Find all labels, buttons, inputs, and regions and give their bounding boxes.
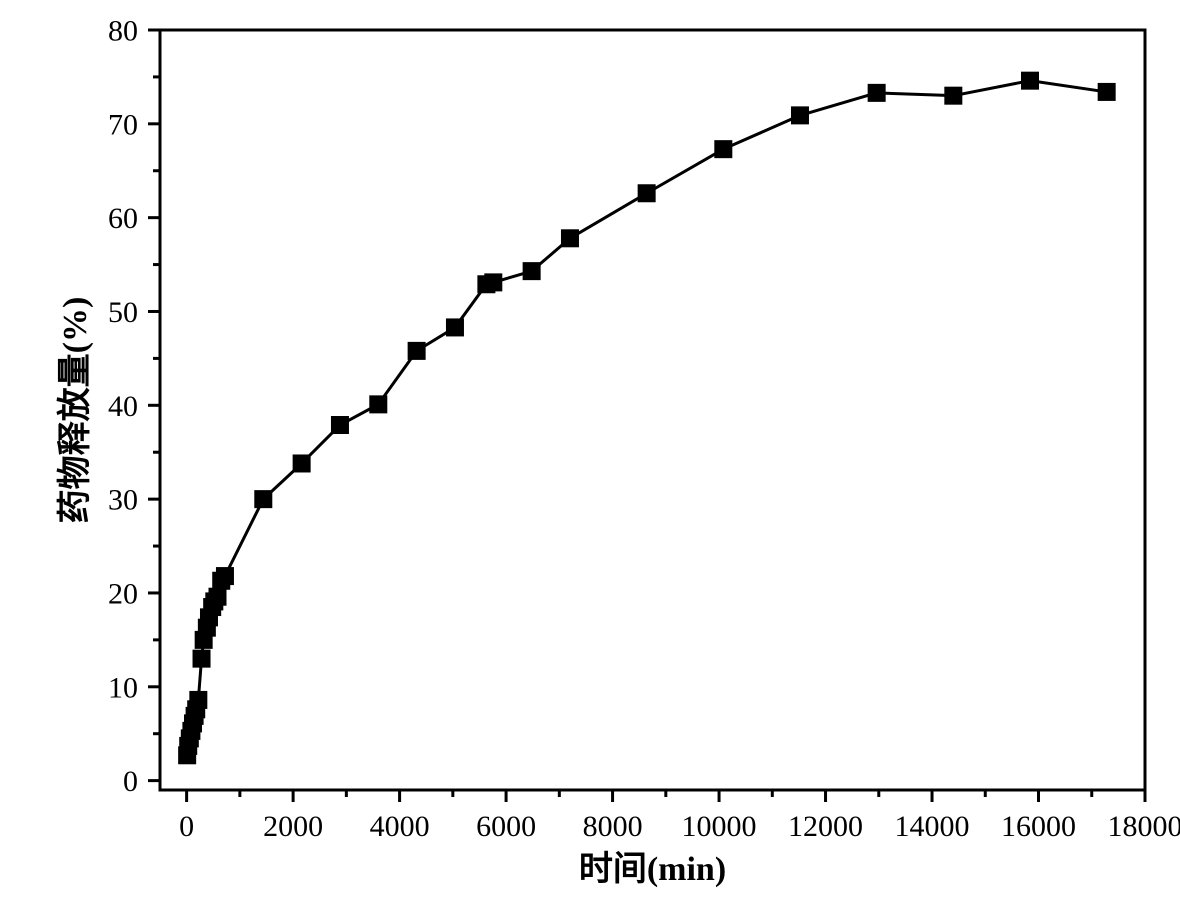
y-tick-label: 30: [108, 484, 138, 517]
y-tick-label: 70: [108, 108, 138, 141]
data-marker: [485, 274, 502, 291]
data-marker: [1098, 83, 1115, 100]
x-tick-label: 12000: [788, 810, 863, 843]
y-tick-label: 10: [108, 671, 138, 704]
data-marker: [523, 263, 540, 280]
x-tick-label: 10000: [682, 810, 757, 843]
x-tick-label: 8000: [583, 810, 643, 843]
data-marker: [1021, 72, 1038, 89]
data-marker: [945, 87, 962, 104]
data-marker: [255, 491, 272, 508]
data-marker: [715, 141, 732, 158]
data-marker: [791, 107, 808, 124]
y-tick-label: 50: [108, 296, 138, 329]
data-marker: [408, 342, 425, 359]
y-tick-label: 0: [123, 765, 138, 798]
data-marker: [561, 230, 578, 247]
y-axis-label: 药物释放量(%): [56, 297, 94, 524]
data-marker: [216, 568, 233, 585]
x-tick-label: 2000: [263, 810, 323, 843]
x-tick-label: 6000: [476, 810, 536, 843]
data-marker: [193, 650, 210, 667]
x-axis-label: 时间(min): [579, 850, 726, 888]
y-tick-label: 40: [108, 390, 138, 423]
x-tick-label: 4000: [370, 810, 430, 843]
y-tick-label: 80: [108, 15, 138, 48]
chart-container: 0 2000 4000 6000 8000 10000 12000 14000 16000 180…: [0, 0, 1180, 899]
data-marker: [446, 319, 463, 336]
data-marker: [293, 455, 310, 472]
data-marker: [638, 185, 655, 202]
x-tick-label: 0: [179, 810, 194, 843]
data-marker: [370, 396, 387, 413]
y-tick-label: 20: [108, 577, 138, 610]
data-marker: [190, 691, 207, 708]
y-tick-label: 60: [108, 202, 138, 235]
data-marker: [209, 588, 226, 605]
data-marker: [868, 84, 885, 101]
data-marker: [331, 417, 348, 434]
x-tick-label: 14000: [895, 810, 970, 843]
x-tick-label: 18000: [1108, 810, 1180, 843]
line-chart: 0 2000 4000 6000 8000 10000 12000 14000 16000 180…: [0, 0, 1180, 899]
x-tick-label: 16000: [1001, 810, 1076, 843]
